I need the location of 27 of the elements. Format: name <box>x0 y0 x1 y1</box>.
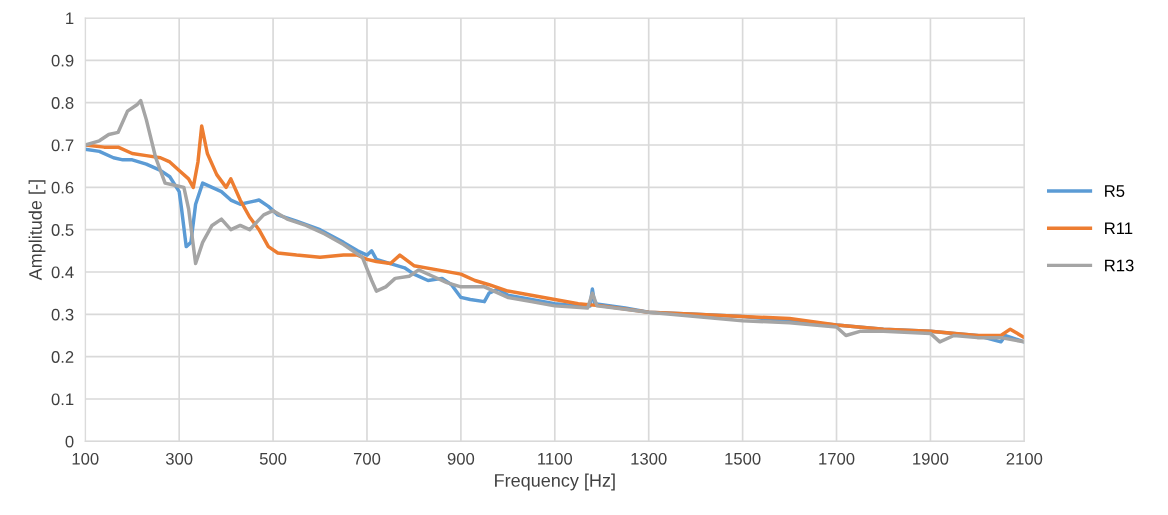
legend-label: R13 <box>1105 259 1134 272</box>
y-tick-label: 0.1 <box>51 393 74 406</box>
x-axis-title: Frequency [Hz] <box>495 473 615 491</box>
x-tick-label: 700 <box>353 452 381 465</box>
legend-label: R11 <box>1105 222 1133 234</box>
x-tick-label: 1900 <box>913 452 949 465</box>
y-tick-label: 1 <box>66 12 74 25</box>
y-tick-label: 0.9 <box>51 54 74 67</box>
y-tick-label: 0.2 <box>51 351 74 363</box>
y-tick-label: 0 <box>65 435 74 448</box>
y-tick-label: 0.3 <box>51 308 74 321</box>
x-tick-label: 900 <box>447 452 475 465</box>
x-tick-label: 2100 <box>1006 452 1043 465</box>
y-tick-label: 0.8 <box>51 97 74 109</box>
legend-label: R5 <box>1105 185 1125 197</box>
x-tick-label: 500 <box>259 452 287 465</box>
y-tick-label: 0.6 <box>51 181 74 194</box>
x-tick-label: 300 <box>165 452 193 465</box>
x-tick-label: 1100 <box>538 452 573 465</box>
x-tick-label: 100 <box>72 452 99 465</box>
x-tick-label: 1500 <box>725 452 761 465</box>
y-tick-label: 0.7 <box>51 139 74 152</box>
y-tick-label: 0.5 <box>51 224 74 236</box>
x-tick-label: 1700 <box>819 452 855 465</box>
x-tick-label: 1300 <box>631 452 667 465</box>
y-axis-title: Amplitude [-] <box>28 180 46 281</box>
y-tick-label: 0.4 <box>51 266 74 279</box>
